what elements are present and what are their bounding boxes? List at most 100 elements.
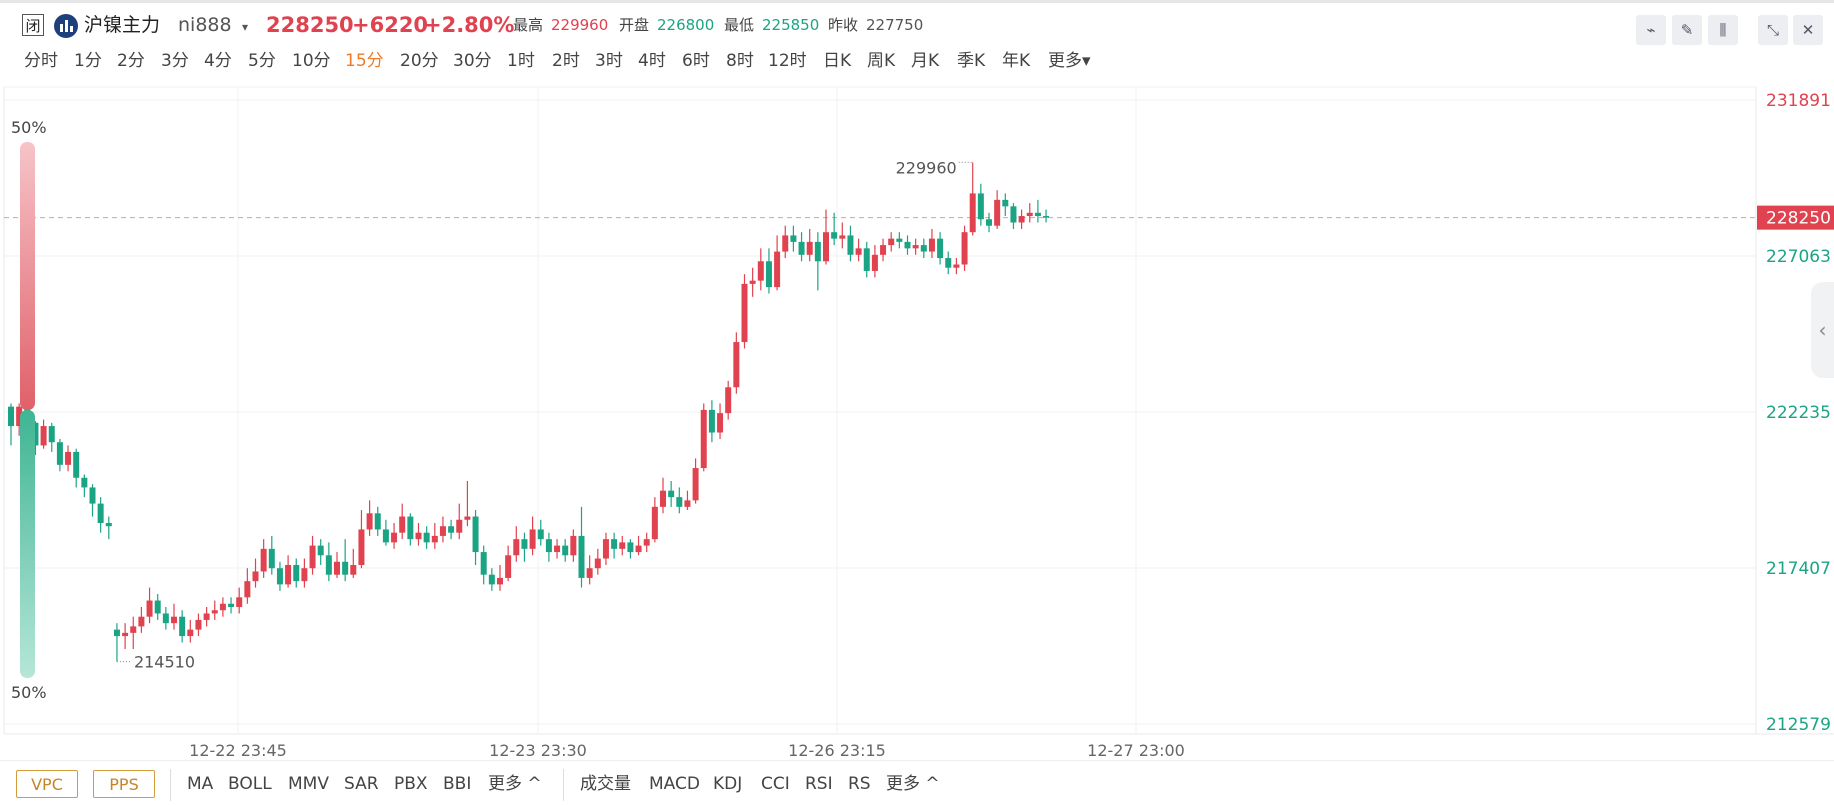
time-axis-label: 12-26 23:15 bbox=[788, 741, 886, 760]
period-tab[interactable]: 4时 bbox=[638, 51, 666, 71]
close-icon[interactable]: ✕ bbox=[1793, 15, 1823, 45]
candle-body bbox=[798, 241, 805, 255]
period-tab[interactable]: 周K bbox=[867, 51, 896, 71]
period-tab[interactable]: 月K bbox=[911, 51, 940, 71]
pps-button[interactable]: PPS bbox=[93, 770, 155, 798]
candle-body bbox=[130, 626, 137, 633]
candle-body bbox=[953, 264, 960, 268]
candle-body bbox=[187, 629, 194, 637]
candle-body bbox=[782, 235, 789, 252]
period-tab[interactable]: 5分 bbox=[248, 51, 276, 71]
indicator-volume[interactable]: 成交量 bbox=[580, 774, 631, 794]
open-value: 226800 bbox=[657, 16, 715, 34]
pencil-icon[interactable]: ✎ bbox=[1672, 15, 1702, 45]
candle-body bbox=[765, 261, 772, 288]
indicator-rsi[interactable]: RSI bbox=[805, 774, 833, 794]
period-tab[interactable]: 20分 bbox=[400, 51, 439, 71]
period-tab[interactable]: 季K bbox=[957, 51, 986, 71]
vpc-button[interactable]: VPC bbox=[16, 770, 78, 798]
period-tab[interactable]: 30分 bbox=[453, 51, 492, 71]
indicator-pbx[interactable]: PBX bbox=[394, 774, 428, 794]
candle-body bbox=[888, 238, 895, 246]
candle-body bbox=[219, 603, 226, 611]
symbol-name[interactable]: 沪镍主力 bbox=[84, 14, 161, 36]
candle-body bbox=[660, 490, 666, 507]
period-tab[interactable]: 分时 bbox=[24, 51, 58, 71]
candle-body bbox=[154, 600, 161, 614]
indicator-kdj[interactable]: KDJ bbox=[713, 774, 743, 794]
period-tab[interactable]: 1时 bbox=[507, 51, 535, 71]
last-price-tag-label: 228250 bbox=[1766, 209, 1831, 229]
line-tool-icon[interactable]: ⌁ bbox=[1636, 15, 1666, 45]
candle-body bbox=[871, 254, 878, 271]
candle-body bbox=[317, 545, 324, 556]
last-price: 228250 bbox=[266, 13, 354, 37]
candle-body bbox=[733, 342, 740, 388]
period-tab[interactable]: 12时 bbox=[768, 51, 807, 71]
main-indicator-more[interactable]: 更多 ^ bbox=[488, 774, 542, 794]
candle-body bbox=[578, 535, 585, 578]
candle-body bbox=[912, 245, 919, 249]
candle-body bbox=[342, 561, 349, 575]
candle-body bbox=[814, 241, 821, 262]
candle-body bbox=[570, 535, 577, 556]
candle-body bbox=[8, 406, 14, 427]
period-tab[interactable]: 日K bbox=[823, 51, 852, 71]
period-tab[interactable]: 3时 bbox=[595, 51, 623, 71]
period-tab[interactable]: 4分 bbox=[204, 51, 232, 71]
candle-body bbox=[594, 558, 601, 569]
candle-body bbox=[757, 261, 764, 281]
indicator-sar[interactable]: SAR bbox=[344, 774, 379, 794]
candle-body bbox=[195, 619, 202, 630]
indicator-macd[interactable]: MACD bbox=[649, 774, 700, 794]
period-tab[interactable]: 2分 bbox=[117, 51, 145, 71]
side-panel-toggle-icon[interactable]: ‹ bbox=[1811, 282, 1834, 378]
indicator-ma[interactable]: MA bbox=[187, 774, 214, 794]
candle-body bbox=[497, 577, 503, 585]
top-divider bbox=[0, 0, 1834, 3]
candle-body bbox=[1043, 216, 1050, 218]
indicator-mmv[interactable]: MMV bbox=[288, 774, 329, 794]
candle-body bbox=[725, 387, 732, 414]
period-tabs: 分时 1分 2分 3分 4分 5分 10分 15分 20分 30分 1时 2时 3时 4时 6时 8时 12时日… bbox=[0, 46, 1160, 76]
indicator-cci[interactable]: CCI bbox=[761, 774, 790, 794]
symbol-code[interactable]: ni888 bbox=[178, 14, 232, 36]
price-change-percent: +2.80% bbox=[424, 13, 515, 37]
candle-body bbox=[464, 516, 471, 520]
period-tab[interactable]: 2时 bbox=[552, 51, 580, 71]
indicator-bbi[interactable]: BBI bbox=[443, 774, 472, 794]
candle-body bbox=[439, 526, 446, 536]
candle-body bbox=[146, 600, 153, 617]
candle-body bbox=[1018, 216, 1025, 223]
price-axis-label: 227063 bbox=[1766, 247, 1831, 267]
indicator-rs[interactable]: RS bbox=[848, 774, 871, 794]
candle-body bbox=[562, 545, 569, 556]
period-tab[interactable]: 1分 bbox=[74, 51, 102, 71]
collapse-icon[interactable]: ⤡ bbox=[1758, 15, 1788, 45]
indicator-boll[interactable]: BOLL bbox=[228, 774, 272, 794]
candle-body bbox=[611, 539, 618, 549]
sub-indicator-more[interactable]: 更多 ^ bbox=[886, 774, 940, 794]
period-tab[interactable]: 15分 bbox=[345, 51, 384, 71]
candle-body bbox=[97, 503, 104, 523]
candle-body bbox=[741, 283, 748, 343]
candle-body bbox=[708, 409, 715, 433]
long-ratio-label: 50% bbox=[11, 118, 47, 137]
candle-style-icon[interactable]: ⫼ bbox=[1708, 15, 1738, 45]
period-tab[interactable]: 3分 bbox=[161, 51, 189, 71]
candle-body bbox=[228, 603, 235, 607]
period-tab[interactable]: 更多▾ bbox=[1048, 51, 1091, 71]
candle-body bbox=[969, 193, 976, 233]
period-tab[interactable]: 6时 bbox=[682, 51, 710, 71]
candle-body bbox=[407, 516, 414, 540]
candle-body bbox=[668, 490, 675, 498]
candle-body bbox=[40, 426, 47, 446]
symbol-dropdown-icon[interactable]: ▾ bbox=[242, 20, 249, 34]
period-tab[interactable]: 年K bbox=[1002, 51, 1031, 71]
price-axis-label: 217407 bbox=[1766, 559, 1831, 579]
period-tab[interactable]: 8时 bbox=[726, 51, 754, 71]
candle-body bbox=[350, 564, 357, 575]
price-axis-label: 231891 bbox=[1766, 91, 1831, 111]
period-tab[interactable]: 10分 bbox=[292, 51, 331, 71]
